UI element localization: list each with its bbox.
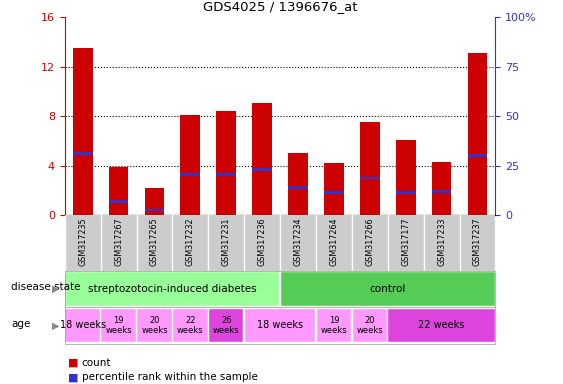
Bar (288, 153, 308, 215)
Bar (360, 177, 379, 179)
Text: disease state: disease state (11, 282, 81, 292)
Bar (216, 173, 236, 175)
Text: age: age (11, 318, 30, 329)
Text: GSM317235: GSM317235 (78, 218, 87, 266)
Text: ▶: ▶ (52, 320, 59, 331)
Text: 26
weeks: 26 weeks (213, 316, 240, 335)
Bar (388, 309, 495, 342)
Bar (317, 309, 351, 342)
Text: percentile rank within the sample: percentile rank within the sample (82, 372, 257, 382)
Bar (181, 115, 200, 215)
Bar (109, 167, 128, 215)
Text: 18 weeks: 18 weeks (257, 320, 303, 331)
Text: GSM317232: GSM317232 (186, 218, 195, 266)
Bar (73, 152, 92, 155)
Text: GSM317231: GSM317231 (222, 218, 231, 266)
Text: GDS4025 / 1396676_at: GDS4025 / 1396676_at (203, 0, 358, 13)
Bar (468, 53, 488, 215)
Text: GSM317266: GSM317266 (365, 218, 374, 266)
Text: 18 weeks: 18 weeks (60, 320, 106, 331)
Bar (109, 200, 128, 203)
Bar (396, 192, 415, 194)
Bar (396, 140, 415, 215)
Bar (137, 309, 172, 342)
Text: GSM317233: GSM317233 (437, 218, 446, 266)
Bar (173, 309, 208, 342)
Bar (65, 309, 100, 342)
Bar (216, 111, 236, 215)
Text: 19
weeks: 19 weeks (320, 316, 347, 335)
Text: 20
weeks: 20 weeks (356, 316, 383, 335)
Text: GSM317237: GSM317237 (473, 218, 482, 266)
Text: 22
weeks: 22 weeks (177, 316, 204, 335)
Text: 20
weeks: 20 weeks (141, 316, 168, 335)
Bar (245, 309, 315, 342)
Text: GSM317234: GSM317234 (293, 218, 302, 266)
Text: streptozotocin-induced diabetes: streptozotocin-induced diabetes (88, 284, 257, 294)
Bar (432, 190, 452, 193)
Bar (360, 122, 379, 215)
Text: GSM317177: GSM317177 (401, 218, 410, 266)
Text: GSM317265: GSM317265 (150, 218, 159, 266)
Bar (352, 309, 387, 342)
Bar (324, 192, 344, 194)
Text: GSM317267: GSM317267 (114, 218, 123, 266)
Text: ■: ■ (68, 358, 78, 368)
Bar (101, 309, 136, 342)
Bar (145, 188, 164, 215)
Bar (209, 309, 243, 342)
Text: 22 weeks: 22 weeks (418, 320, 465, 331)
Bar (73, 48, 92, 215)
Text: control: control (369, 284, 406, 294)
Bar (65, 272, 279, 306)
Text: 19
weeks: 19 weeks (105, 316, 132, 335)
Text: GSM317264: GSM317264 (329, 218, 338, 266)
Bar (252, 103, 272, 215)
Bar (324, 163, 344, 215)
Bar (288, 187, 308, 189)
Bar (432, 162, 452, 215)
Bar (181, 173, 200, 175)
Text: GSM317236: GSM317236 (258, 218, 267, 266)
Text: ▶: ▶ (52, 284, 59, 294)
Bar (468, 154, 488, 157)
Bar (281, 272, 495, 306)
Bar (145, 209, 164, 212)
Text: ■: ■ (68, 372, 78, 382)
Bar (252, 168, 272, 170)
Text: count: count (82, 358, 111, 368)
